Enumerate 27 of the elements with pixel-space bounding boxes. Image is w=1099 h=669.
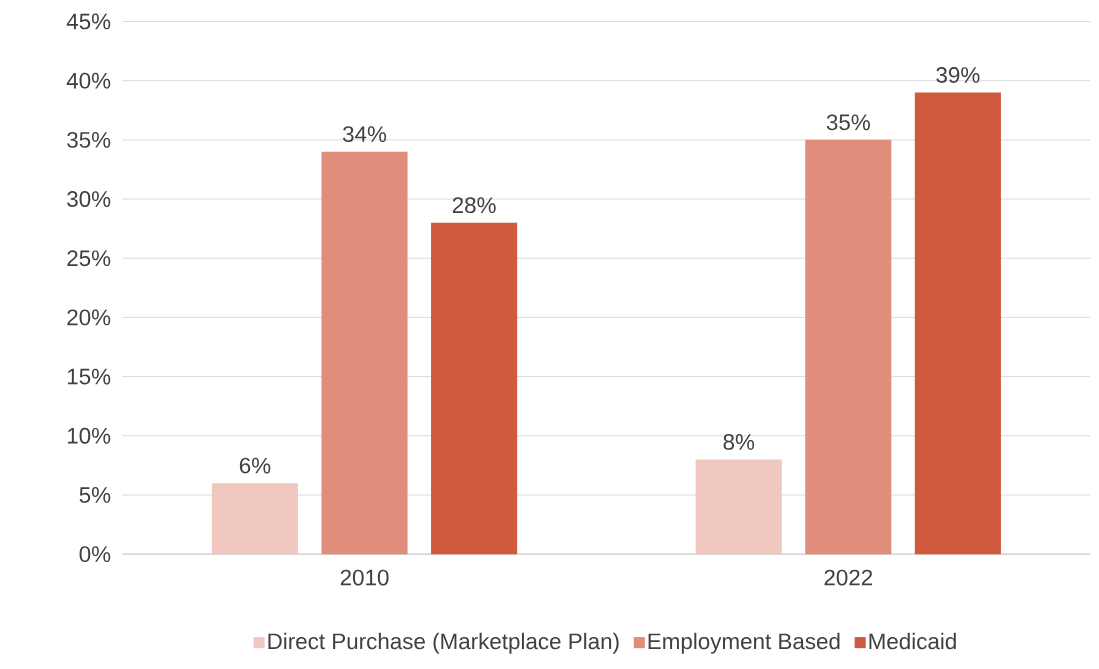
y-tick-label: 30% [67,191,111,208]
data-label: 35% [826,114,870,131]
bar [211,483,299,555]
y-tick-label: 35% [67,132,111,149]
y-tick-label: 25% [67,250,111,267]
data-label: 39% [936,67,980,84]
x-tick-label: 2010 [340,569,389,586]
legend-label: Employment Based [648,633,840,654]
y-tick-label: 5% [79,487,111,504]
data-label: 8% [723,434,755,451]
y-tick-label: 20% [67,309,111,326]
data-label: 34% [342,126,387,143]
y-tick-label: 0% [79,546,111,563]
bar [695,459,782,555]
y-tick-label: 15% [67,368,111,385]
data-label: 28% [452,197,496,214]
bar [321,151,408,555]
data-label: 6% [239,457,271,474]
bar [805,140,892,555]
legend-label: Medicaid [869,633,956,650]
y-tick-label: 40% [66,73,111,89]
bar [914,92,1001,555]
y-tick-label: 10% [67,428,111,444]
x-tick-label: 2022 [824,569,873,586]
y-tick-label: 45% [66,13,111,30]
legend-label: Direct Purchase (Marketplace Plan) [268,633,619,654]
bar [431,222,518,555]
